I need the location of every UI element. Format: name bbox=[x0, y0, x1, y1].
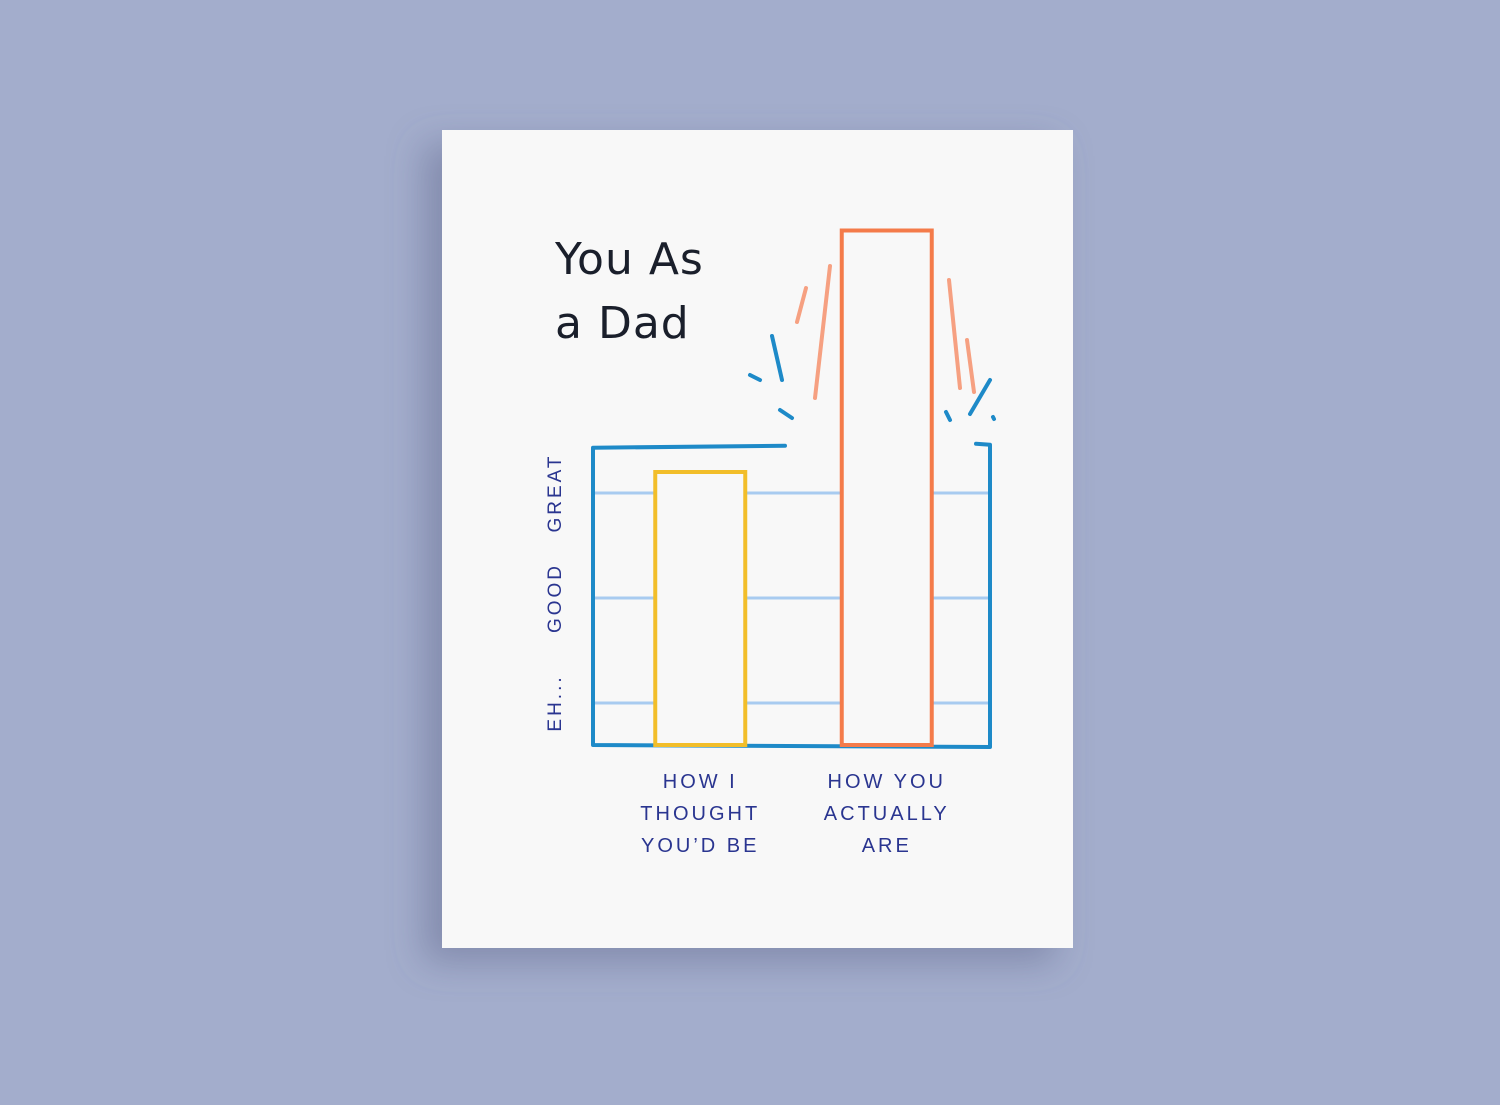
bar bbox=[839, 228, 934, 747]
chart-title: You As a Dad bbox=[555, 234, 704, 349]
y-tick-label: GREAT bbox=[545, 453, 566, 532]
x-tick-label: HOW I THOUGHT YOU’D BE bbox=[640, 771, 761, 857]
y-tick-label: GOOD bbox=[545, 563, 566, 633]
chart: EH... GOOD GREAT bbox=[545, 228, 992, 749]
burst bbox=[748, 264, 996, 422]
axis-frame bbox=[591, 441, 992, 749]
bar bbox=[653, 470, 748, 747]
card bbox=[442, 130, 1073, 948]
x-tick-label: HOW YOU ACTUALLY ARE bbox=[823, 771, 950, 857]
y-tick-label: EH... bbox=[545, 674, 566, 731]
